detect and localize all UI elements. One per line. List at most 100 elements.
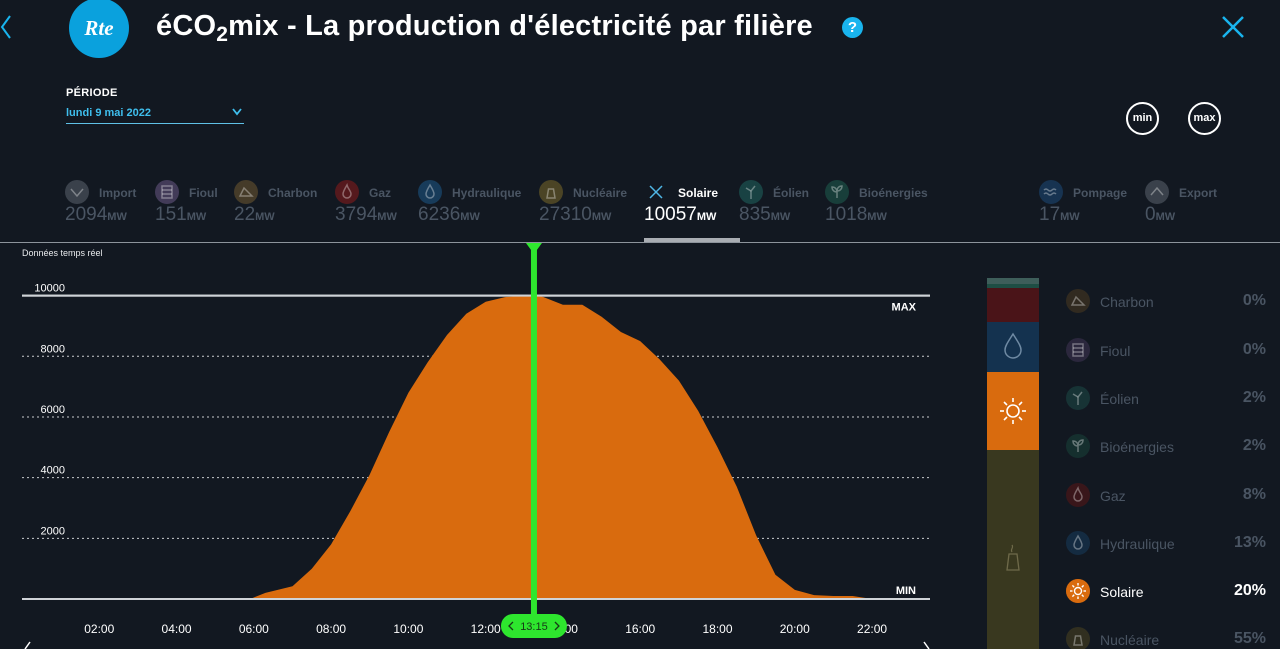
- period-select[interactable]: lundi 9 mai 2022: [66, 104, 244, 124]
- rte-logo: Rte: [69, 0, 129, 58]
- legend-item-eolien[interactable]: Éolien 2%: [1066, 386, 1266, 412]
- nuclear-plant-icon: [1006, 544, 1020, 571]
- source-tab-name: Import: [99, 186, 137, 200]
- x-tick-label: 22:00: [857, 622, 887, 636]
- x-tick-label: 16:00: [625, 622, 655, 636]
- sun-icon: [1000, 398, 1026, 424]
- source-tab-name: Solaire: [678, 186, 719, 200]
- x-tick-label: 12:00: [471, 622, 501, 636]
- back-arrow-icon[interactable]: [0, 14, 12, 40]
- x-tick-label: 02:00: [84, 622, 114, 636]
- source-tab-value: 3794MW: [335, 204, 397, 225]
- realtime-label: Données temps réel: [22, 248, 103, 258]
- y-tick-label: 2000: [41, 525, 65, 537]
- cursor-time: 13:15: [520, 621, 548, 633]
- source-tab-value: 17MW: [1039, 204, 1080, 225]
- legend-item-percent: 8%: [1242, 486, 1266, 503]
- legend-item-name: Éolien: [1100, 391, 1139, 407]
- scroll-right-icon[interactable]: [923, 641, 930, 649]
- source-tab-value: 2094MW: [65, 204, 127, 225]
- nuclear-icon: [539, 180, 563, 204]
- period-label: PÉRIODE: [66, 87, 118, 99]
- help-icon[interactable]: ?: [842, 17, 863, 38]
- source-tab-name: Charbon: [268, 186, 318, 200]
- legend-item-name: Fioul: [1100, 343, 1131, 359]
- source-tab-value: 27310MW: [539, 204, 612, 225]
- source-tab-value: 22MW: [234, 204, 275, 225]
- legend-item-bioenergies[interactable]: Bioénergies 2%: [1066, 434, 1266, 460]
- sprout-icon: [1066, 434, 1090, 458]
- barrel-icon: [155, 180, 179, 204]
- legend-item-nucleaire[interactable]: Nucléaire 55%: [1066, 627, 1266, 649]
- flame-icon: [1066, 483, 1090, 507]
- stack-segment-eolien: [987, 278, 1039, 284]
- x-tick-label: 20:00: [780, 622, 810, 636]
- import-icon: [65, 180, 89, 204]
- scroll-left-icon[interactable]: [24, 641, 31, 649]
- source-tab-name: Pompage: [1073, 186, 1128, 200]
- source-tab-value: 1018MW: [825, 204, 887, 225]
- barrel-icon: [1066, 338, 1090, 362]
- source-tab-value: 835MW: [739, 204, 791, 225]
- legend-item-charbon[interactable]: Charbon 0%: [1066, 289, 1266, 315]
- wind-turbine-icon: [1066, 386, 1090, 410]
- legend-item-name: Solaire: [1100, 584, 1144, 600]
- y-tick-label: 4000: [41, 465, 65, 477]
- source-tab-name: Gaz: [369, 186, 392, 200]
- time-cursor[interactable]: 13:15: [500, 243, 567, 638]
- source-tab-value: 10057MW: [644, 204, 717, 225]
- sprout-icon: [825, 180, 849, 204]
- legend-item-percent: 0%: [1242, 341, 1266, 358]
- min-button[interactable]: min: [1126, 102, 1159, 135]
- legend-item-name: Hydraulique: [1100, 536, 1175, 552]
- max-button[interactable]: max: [1188, 102, 1221, 135]
- legend-item-name: Gaz: [1100, 488, 1126, 504]
- x-tick-label: 10:00: [393, 622, 423, 636]
- cursor-line[interactable]: [530, 243, 537, 628]
- stack-segment-hydraulique: [987, 322, 1039, 372]
- coal-icon: [1066, 289, 1090, 313]
- legend-item-hydraulique[interactable]: Hydraulique 13%: [1066, 531, 1266, 557]
- x-tick-label: 04:00: [162, 622, 192, 636]
- stack-segment-solaire: [987, 372, 1039, 450]
- source-tab-name: Bioénergies: [859, 186, 928, 200]
- cursor-handle[interactable]: [500, 614, 567, 638]
- legend-item-fioul[interactable]: Fioul 0%: [1066, 338, 1266, 364]
- water-drop-icon: [1004, 332, 1022, 359]
- legend-item-percent: 20%: [1233, 582, 1266, 599]
- wind-turbine-icon: [739, 180, 763, 204]
- source-tab-value: 151MW: [155, 204, 207, 225]
- export-icon: [1145, 180, 1169, 204]
- max-label: MAX: [892, 302, 917, 314]
- legend-item-solaire[interactable]: Solaire 20%: [1066, 579, 1266, 605]
- period-value: lundi 9 mai 2022: [66, 107, 151, 119]
- source-tab-name: Éolien: [773, 186, 810, 200]
- active-tab-indicator: [644, 238, 740, 242]
- legend-item-percent: 13%: [1233, 534, 1266, 551]
- mix-stack-bar: [987, 278, 1039, 649]
- divider: [0, 242, 1280, 243]
- legend-item-gaz[interactable]: Gaz 8%: [1066, 483, 1266, 509]
- source-tab-name: Hydraulique: [452, 186, 522, 200]
- source-tab-name: Fioul: [189, 186, 218, 200]
- source-tab-name: Nucléaire: [573, 186, 628, 200]
- x-tick-label: 18:00: [702, 622, 732, 636]
- x-tick-label: 06:00: [239, 622, 269, 636]
- source-tab-value: 0MW: [1145, 204, 1176, 225]
- water-drop-icon: [418, 180, 442, 204]
- water-drop-icon: [1066, 531, 1090, 555]
- legend-item-percent: 0%: [1242, 292, 1266, 309]
- source-tab-value: 6236MW: [418, 204, 480, 225]
- legend-item-name: Charbon: [1100, 294, 1154, 310]
- stack-segment-nucleaire: [987, 450, 1039, 649]
- close-icon[interactable]: [1220, 14, 1246, 40]
- solar-production-chart: 2000 4000 6000 8000 10000 MAX MIN 02:00 04:00 06:…: [22, 243, 930, 649]
- legend-item-name: Bioénergies: [1100, 439, 1174, 455]
- sun-icon: [1066, 579, 1090, 603]
- chevron-down-icon: [232, 108, 242, 116]
- legend-item-name: Nucléaire: [1100, 632, 1160, 648]
- min-label: MIN: [896, 585, 916, 597]
- y-tick-label: 8000: [41, 343, 65, 355]
- chevron-right-icon: [554, 621, 560, 631]
